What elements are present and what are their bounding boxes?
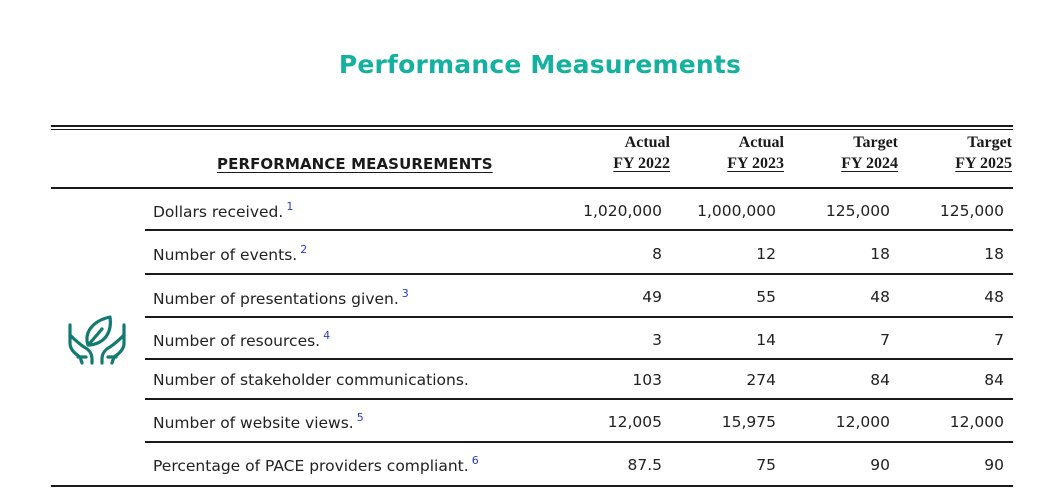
- row-label: Percentage of PACE providers compliant. 6: [153, 454, 479, 475]
- cell-fy2023: 55: [756, 288, 776, 306]
- header-rule: [51, 187, 1013, 189]
- cell-fy2025: 84: [984, 371, 1004, 389]
- table-row: Number of presentations given. 3 49 55 48…: [145, 275, 1013, 318]
- column-header-line1: Actual: [738, 134, 784, 151]
- page-title: Performance Measurements: [338, 50, 742, 79]
- row-label-text: Number of presentations given.: [153, 290, 399, 308]
- table-top-rule: [51, 125, 1013, 127]
- table-top-rule-thin: [51, 129, 1013, 130]
- row-label: Number of website views. 5: [153, 411, 364, 432]
- row-rule: [145, 358, 1013, 360]
- cell-fy2022: 103: [632, 371, 662, 389]
- cell-fy2023: 14: [756, 331, 776, 349]
- column-header-line1: Target: [967, 134, 1012, 151]
- table-row: Number of resources. 4 3 14 7 7: [145, 318, 1013, 360]
- cell-fy2025: 7: [994, 331, 1004, 349]
- footnote-marker: 6: [471, 454, 479, 467]
- row-label-text: Number of events.: [153, 246, 298, 264]
- row-label: Number of presentations given. 3: [153, 287, 409, 308]
- cell-fy2025: 12,000: [949, 413, 1004, 431]
- cell-fy2024: 84: [870, 371, 890, 389]
- column-header-line2: FY 2023: [727, 155, 784, 172]
- column-header-line1: Target: [853, 134, 898, 151]
- row-rule: [145, 441, 1013, 443]
- row-label: Number of resources. 4: [153, 329, 331, 350]
- column-header-fy2022: Actual FY 2022: [580, 132, 670, 174]
- row-rule: [145, 316, 1013, 318]
- footnote-marker: 2: [300, 243, 308, 256]
- cell-fy2025: 90: [984, 456, 1004, 474]
- row-label: Number of events. 2: [153, 243, 308, 264]
- cell-fy2022: 49: [642, 288, 662, 306]
- cell-fy2024: 48: [870, 288, 890, 306]
- cell-fy2022: 3: [652, 331, 662, 349]
- cell-fy2022: 1,020,000: [583, 202, 662, 220]
- row-rule: [145, 229, 1013, 231]
- cell-fy2023: 1,000,000: [697, 202, 776, 220]
- row-label-text: Number of resources.: [153, 332, 321, 350]
- row-label-text: Dollars received.: [153, 203, 284, 221]
- cell-fy2023: 15,975: [721, 413, 776, 431]
- table-bottom-rule: [51, 485, 1013, 487]
- table-row: Number of events. 2 8 12 18 18: [145, 231, 1013, 275]
- table-row: Dollars received. 1 1,020,000 1,000,000 1…: [145, 189, 1013, 231]
- cell-fy2023: 75: [756, 456, 776, 474]
- cell-fy2024: 125,000: [825, 202, 890, 220]
- row-label: Number of stakeholder communications.: [153, 371, 472, 389]
- table-row: Percentage of PACE providers compliant. 6…: [145, 443, 1013, 485]
- cell-fy2024: 7: [880, 331, 890, 349]
- table-header-label: PERFORMANCE MEASUREMENTS: [217, 155, 493, 173]
- table-row: Number of website views. 5 12,005 15,975 …: [145, 400, 1013, 443]
- footnote-marker: 3: [401, 287, 409, 300]
- hands-holding-leaf-icon: [68, 315, 126, 365]
- row-label-text: Number of website views.: [153, 414, 354, 432]
- row-rule: [145, 398, 1013, 400]
- row-rule: [145, 273, 1013, 275]
- column-header-line1: Actual: [624, 134, 670, 151]
- cell-fy2022: 87.5: [627, 456, 662, 474]
- column-header-line2: FY 2025: [955, 155, 1012, 172]
- footnote-marker: 5: [356, 411, 364, 424]
- column-header-line2: FY 2024: [841, 155, 898, 172]
- cell-fy2022: 8: [652, 245, 662, 263]
- footnote-marker: 4: [323, 329, 331, 342]
- row-label-text: Number of stakeholder communications.: [153, 371, 469, 389]
- cell-fy2023: 12: [756, 245, 776, 263]
- footnote-marker: 1: [286, 200, 294, 213]
- cell-fy2025: 48: [984, 288, 1004, 306]
- cell-fy2024: 12,000: [835, 413, 890, 431]
- cell-fy2022: 12,005: [607, 413, 662, 431]
- cell-fy2023: 274: [746, 371, 776, 389]
- column-header-fy2023: Actual FY 2023: [694, 132, 784, 174]
- cell-fy2024: 90: [870, 456, 890, 474]
- row-label-text: Percentage of PACE providers compliant.: [153, 457, 469, 475]
- row-label: Dollars received. 1: [153, 200, 294, 221]
- column-header-fy2024: Target FY 2024: [808, 132, 898, 174]
- column-header-line2: FY 2022: [613, 155, 670, 172]
- table-row: Number of stakeholder communications. 10…: [145, 360, 1013, 400]
- column-header-fy2025: Target FY 2025: [922, 132, 1012, 174]
- cell-fy2024: 18: [870, 245, 890, 263]
- cell-fy2025: 125,000: [939, 202, 1004, 220]
- cell-fy2025: 18: [984, 245, 1004, 263]
